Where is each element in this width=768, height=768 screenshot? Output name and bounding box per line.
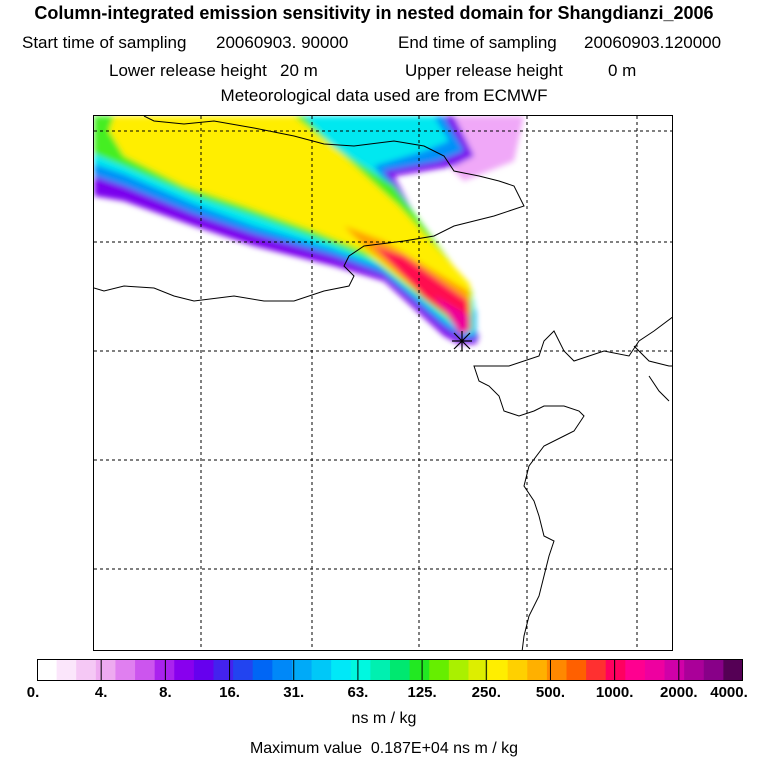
colorbar-cell bbox=[488, 659, 509, 681]
map-plot bbox=[94, 116, 672, 650]
colorbar-cell bbox=[390, 659, 411, 681]
colorbar-cell bbox=[213, 659, 234, 681]
colorbar-cell bbox=[448, 659, 470, 681]
met-data-line: Meteorological data used are from ECMWF bbox=[220, 86, 548, 105]
colorbar-tick-label: 250. bbox=[471, 684, 501, 701]
max-value-label: Maximum value bbox=[249, 740, 362, 757]
start-time-value: 20060903. 90000 bbox=[216, 33, 349, 52]
colorbar-cell bbox=[272, 659, 293, 681]
colorbar-cell bbox=[527, 659, 548, 681]
colorbar-tick-label: 2000. bbox=[660, 684, 698, 701]
colorbar-tick-label: 8. bbox=[159, 684, 172, 701]
colorbar-cell bbox=[723, 659, 743, 681]
colorbar-cell bbox=[546, 659, 568, 681]
receptor-star-marker bbox=[452, 331, 472, 351]
colorbar-cell bbox=[350, 659, 371, 681]
colorbar-tick-label: 31. bbox=[283, 684, 305, 701]
colorbar-cell bbox=[252, 659, 273, 681]
upper-height-value: 0 m bbox=[608, 61, 637, 80]
colorbar bbox=[37, 659, 743, 681]
coastline-east bbox=[473, 316, 672, 650]
end-time-value: 20060903.120000 bbox=[584, 33, 722, 52]
colorbar-cell bbox=[115, 659, 136, 681]
colorbar-tick-label: 4000. bbox=[710, 684, 748, 701]
colorbar-cell bbox=[76, 659, 97, 681]
colorbar-cell bbox=[429, 659, 450, 681]
map-panel bbox=[93, 115, 673, 651]
colorbar-cell bbox=[174, 659, 195, 681]
colorbar-cell bbox=[703, 659, 724, 681]
upper-height-label: Upper release height bbox=[405, 61, 563, 80]
colorbar-cell bbox=[154, 659, 175, 681]
colorbar-tick-label: 0. bbox=[26, 684, 40, 701]
start-time-label: Start time of sampling bbox=[22, 33, 187, 52]
colorbar-cell bbox=[566, 659, 587, 681]
colorbar-cell bbox=[331, 659, 352, 681]
max-value-line: Maximum value 0.187E+04 ns m / kg bbox=[0, 740, 768, 758]
coast-island-b bbox=[648, 375, 670, 402]
colorbar-cell bbox=[468, 659, 489, 681]
colorbar-units: ns m / kg bbox=[351, 710, 417, 727]
colorbar-cell bbox=[644, 659, 666, 681]
chart-title: Column-integrated emission sensitivity i… bbox=[34, 3, 714, 23]
plume-magenta-band bbox=[434, 296, 470, 334]
colorbar-tick-label: 16. bbox=[219, 684, 240, 701]
colorbar-cell bbox=[233, 659, 254, 681]
colorbar-tick-label: 1000. bbox=[595, 684, 634, 701]
coast-island-a bbox=[633, 345, 672, 367]
end-time-label: End time of sampling bbox=[398, 33, 557, 52]
lower-height-label: Lower release height bbox=[109, 61, 267, 80]
colorbar-cell bbox=[37, 659, 58, 681]
colorbar-cell bbox=[586, 659, 607, 681]
coastline-north bbox=[94, 116, 525, 302]
graticule bbox=[94, 116, 672, 650]
colorbar-cell bbox=[605, 659, 626, 681]
plume-field bbox=[94, 116, 524, 344]
plume-yellow-band bbox=[109, 116, 470, 328]
colorbar-cell bbox=[193, 659, 215, 681]
colorbar-cell bbox=[291, 659, 313, 681]
colorbar-cell bbox=[625, 659, 646, 681]
colorbar-tick-label: 4. bbox=[94, 684, 108, 701]
colorbar-tick-label: 63. bbox=[347, 684, 369, 701]
colorbar-cell bbox=[56, 659, 77, 681]
colorbar-cell bbox=[684, 659, 705, 681]
colorbar-cell bbox=[311, 659, 332, 681]
colorbar-tick-label: 500. bbox=[535, 684, 566, 701]
colorbar-cell bbox=[507, 659, 528, 681]
max-value-text: 0.187E+04 ns m / kg bbox=[370, 740, 519, 757]
colorbar-cell bbox=[409, 659, 430, 681]
colorbar-cell bbox=[135, 659, 156, 681]
colorbar-cell bbox=[95, 659, 117, 681]
colorbar-cell bbox=[664, 659, 685, 681]
colorbar-cell bbox=[370, 659, 391, 681]
colorbar-tick-label: 125. bbox=[407, 684, 437, 701]
lower-height-value: 20 m bbox=[280, 61, 318, 80]
